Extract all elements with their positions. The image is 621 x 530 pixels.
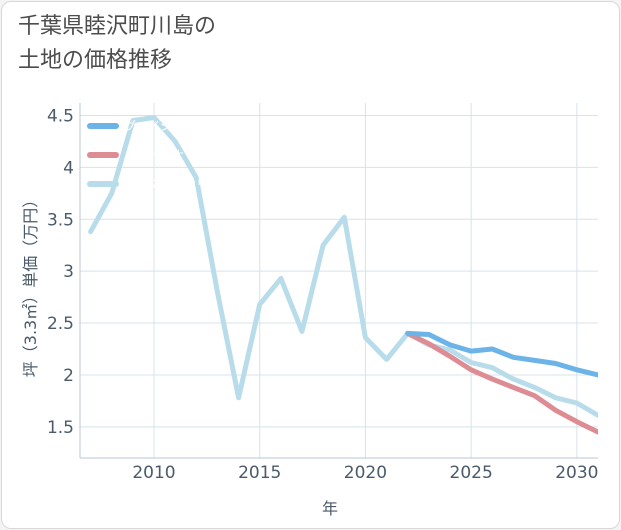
title-line-2: 土地の価格推移 [18, 48, 173, 73]
y-tick-label: 2.5 [47, 314, 74, 334]
y-tick-label: 1.5 [47, 418, 74, 438]
x-tick-label: 2020 [344, 463, 387, 483]
y-tick-label: 4 [63, 158, 74, 178]
y-tick-label: 3 [63, 262, 74, 282]
chart-title: 千葉県睦沢町川島の 土地の価格推移 [18, 10, 216, 78]
axes: 2010 2015 2020 2025 2030 1.5 2 2.5 3 3.5 4 4.5 年 坪（3.… [21, 103, 598, 518]
series-lines [88, 115, 598, 435]
series-line-0 [405, 330, 598, 378]
grid [80, 103, 598, 458]
series-line-2 [88, 115, 598, 418]
y-axis-title: 坪（3.3㎡）単価（万円） [21, 192, 40, 377]
x-tick-label: 2030 [555, 463, 598, 483]
y-tick-label: 2 [63, 366, 74, 386]
x-tick-label: 2015 [238, 463, 281, 483]
x-tick-label: 2010 [132, 463, 175, 483]
legend-label: ノーマルシナリオ [124, 177, 220, 191]
x-axis-title: 年 [322, 499, 338, 518]
title-line-1: 千葉県睦沢町川島の [18, 14, 217, 39]
y-tick-label: 3.5 [47, 210, 74, 230]
legend-label: バッドシナリオ [124, 148, 208, 162]
x-tick-label: 2025 [450, 463, 493, 483]
series-line-1 [405, 330, 598, 435]
y-tick-label: 4.5 [47, 106, 74, 126]
legend-label: グッドシナリオ [124, 119, 208, 133]
